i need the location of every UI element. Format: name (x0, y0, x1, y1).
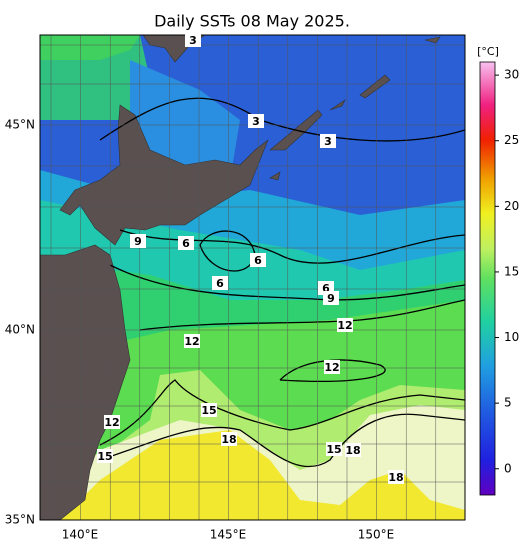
contour-label: 3 (324, 135, 332, 148)
contour-label-box (324, 360, 340, 374)
lon-label: 145°E (210, 528, 247, 542)
colorbar-tick-label: 15 (504, 264, 519, 278)
sea-subtropical (60, 430, 465, 520)
contour-label-box (337, 318, 353, 332)
contour-label-box (201, 403, 217, 417)
sea-nw (40, 35, 140, 60)
colorbar (479, 61, 496, 496)
contour-label: 3 (189, 34, 197, 47)
contour-label: 6 (182, 237, 190, 250)
contour-label: 12 (337, 319, 352, 332)
contour-label-box (248, 114, 264, 128)
contour-label-box (97, 449, 113, 463)
sst-field (40, 35, 465, 520)
contour-label: 18 (345, 444, 360, 457)
title: Daily SSTs 08 May 2025. (154, 12, 350, 31)
contour-label: 9 (327, 292, 335, 305)
contour-label: 18 (388, 471, 403, 484)
contour-label-box (221, 432, 237, 446)
contour-label: 15 (201, 404, 216, 417)
hokkaido (59, 104, 269, 246)
contour-label-box (178, 236, 194, 250)
colorbar-tick-label: 5 (504, 396, 512, 410)
contour-label-box (326, 442, 342, 456)
contour-label: 12 (184, 335, 199, 348)
contour-label-box (345, 443, 361, 457)
lat-label: 35°N (5, 513, 35, 527)
colorbar-tick-label: 10 (504, 330, 519, 344)
lon-label: 140°E (62, 528, 99, 542)
colorbar-tick-label: 25 (504, 133, 519, 147)
contour-label: 12 (324, 361, 339, 374)
map-frame (39, 34, 466, 521)
contour-label: 6 (216, 277, 224, 290)
contour-label: 15 (97, 450, 112, 463)
colorbar-tick-label: 30 (504, 68, 519, 82)
graticule (40, 35, 465, 520)
contour-label-box (185, 33, 201, 47)
colorbar-tick-label: 0 (504, 461, 512, 475)
lat-label: 45°N (5, 118, 35, 132)
lat-label: 40°N (5, 323, 35, 337)
contour-label-box (212, 276, 228, 290)
colorbar-tick-label: 20 (504, 199, 519, 213)
contour-label-box (104, 415, 120, 429)
kuril-2 (269, 36, 441, 181)
contour-label-box (130, 234, 146, 248)
contour-label: 18 (221, 433, 236, 446)
contour-label-box (388, 470, 404, 484)
contour-label: 15 (326, 443, 341, 456)
contour-label: 12 (104, 416, 119, 429)
contour-label-box (250, 253, 266, 267)
contour-label-box (323, 291, 339, 305)
honshu (40, 244, 131, 520)
contour-label: 9 (134, 235, 142, 248)
contour-label: 6 (254, 254, 262, 267)
lon-label: 150°E (358, 528, 395, 542)
colorbar-unit: [°C] (477, 45, 499, 58)
contour-label-box (184, 334, 200, 348)
contour-label-box (320, 134, 336, 148)
contour-label: 6 (322, 282, 330, 295)
contour-label: 3 (252, 115, 260, 128)
